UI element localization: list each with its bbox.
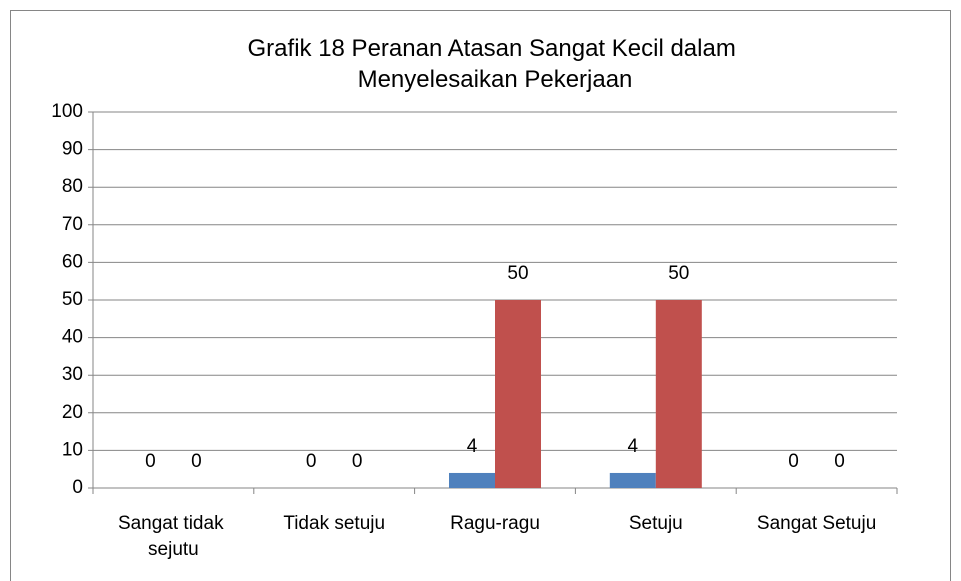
y-tick-label: 70 [62, 214, 83, 235]
data-label: 50 [507, 263, 528, 284]
y-tick-label: 80 [62, 176, 83, 197]
x-tick-label: Sangat Setuju [757, 513, 876, 534]
x-tick-label: Tidak setuju [283, 513, 385, 534]
y-tick-label: 40 [62, 327, 83, 348]
y-tick-label: 30 [62, 364, 83, 385]
y-tick-label: 20 [62, 402, 83, 423]
x-tick-label: Setuju [629, 513, 683, 534]
data-label: 0 [352, 451, 363, 472]
data-label: 4 [467, 436, 478, 457]
bar [449, 472, 495, 488]
bar [495, 300, 541, 488]
data-label: 0 [145, 451, 156, 472]
y-tick-label: 100 [51, 101, 83, 122]
bar [655, 300, 702, 488]
data-label: 4 [628, 436, 639, 457]
chart-frame [10, 10, 951, 581]
data-label: 0 [306, 451, 317, 472]
data-label: 0 [834, 451, 845, 472]
y-tick-label: 0 [72, 477, 83, 498]
data-label: 0 [191, 451, 202, 472]
data-label: 50 [668, 263, 689, 284]
y-tick-label: 50 [62, 289, 83, 310]
y-tick-label: 60 [62, 251, 83, 272]
data-label: 0 [788, 451, 799, 472]
y-tick-label: 90 [62, 139, 83, 160]
x-tick-label: Ragu-ragu [450, 513, 540, 534]
chart-title: Grafik 18 Peranan Atasan Sangat Kecil da… [248, 35, 743, 93]
x-tick-label: Sangat tidak sejutu [118, 513, 229, 560]
y-tick-label: 10 [62, 439, 83, 460]
bar [609, 472, 656, 488]
